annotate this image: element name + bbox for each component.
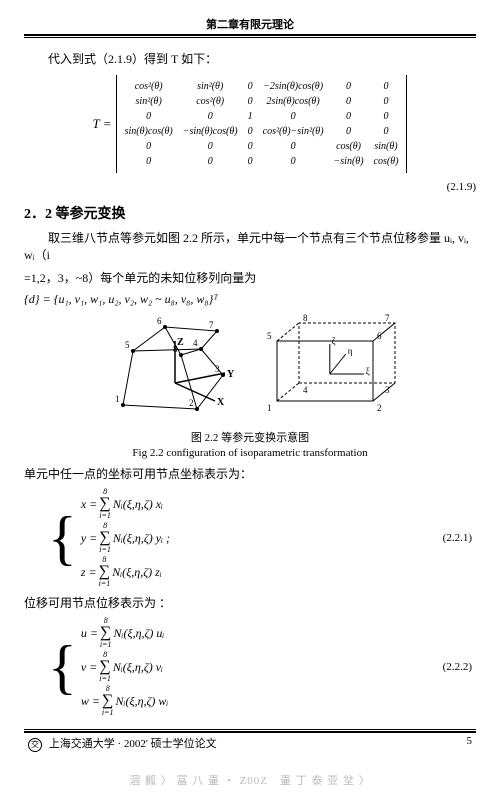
- figure-left: 12345678XYZ: [95, 313, 245, 423]
- matrix-cell: 0: [248, 81, 253, 92]
- svg-text:4: 4: [193, 338, 198, 348]
- matrix-cell: 0: [374, 96, 399, 107]
- svg-text:5: 5: [125, 340, 130, 350]
- eqnum-221: (2.2.1): [443, 532, 472, 544]
- svg-text:4: 4: [303, 385, 308, 395]
- matrix-cell: cos²(θ)−sin²(θ): [263, 126, 324, 137]
- matrix-cell: 0: [248, 141, 253, 152]
- svg-text:Z: Z: [177, 337, 184, 348]
- matrix-grid: cos²(θ)sin²(θ)0−2sin(θ)cos(θ)00sin²(θ)co…: [116, 75, 408, 173]
- svg-text:3: 3: [215, 364, 220, 374]
- svg-text:2: 2: [377, 403, 382, 413]
- section-title: 等参元变换: [56, 207, 126, 222]
- header-rule: [24, 37, 476, 38]
- matrix-cell: 0: [374, 111, 399, 122]
- matrix-cell: sin²(θ): [125, 96, 173, 107]
- eq-line: v =8∑i=1Nᵢ(ξ,η,ζ) vᵢ: [81, 651, 168, 683]
- svg-text:6: 6: [377, 331, 382, 341]
- figcap-en: Fig 2.2 configuration of isoparametric t…: [24, 447, 476, 459]
- svg-text:1: 1: [267, 403, 272, 413]
- matrix-cell: 0: [263, 111, 324, 122]
- svg-text:η: η: [348, 346, 353, 356]
- matrix-cell: cos²(θ): [125, 81, 173, 92]
- figure-right: ξηζ12345678: [265, 313, 405, 413]
- footer: 交 上海交通大学 · 2002' 硕士学位论文 5: [24, 729, 476, 754]
- figure-row: 12345678XYZ ξηζ12345678: [24, 313, 476, 423]
- matrix-cell: 0: [334, 81, 364, 92]
- matrix-cell: cos(θ): [374, 156, 399, 167]
- svg-text:1: 1: [115, 394, 120, 404]
- chapter-header: 第二章有限元理论: [24, 12, 476, 36]
- matrix-cell: 0: [183, 141, 238, 152]
- body-p2: =1,2，3，~8）每个单元的未知位移列向量为: [24, 269, 476, 286]
- matrix-cell: 0: [263, 141, 324, 152]
- matrix-cell: 0: [263, 156, 324, 167]
- footer-org-text: 上海交通大学 · 2002' 硕士学位论文: [49, 738, 217, 750]
- matrix-cell: 2sin(θ)cos(θ): [263, 96, 324, 107]
- body-p1: 取三维八节点等参元如图 2.2 所示，单元中每一个节点有三个节点位移参量 uᵢ,…: [24, 229, 476, 263]
- matrix-cell: 0: [248, 156, 253, 167]
- matrix-cell: 0: [248, 96, 253, 107]
- matrix-cell: 0: [334, 111, 364, 122]
- eq-line: w =8∑i=1Nᵢ(ξ,η,ζ) wᵢ: [81, 685, 168, 717]
- intro-line: 代入到式（2.1.9）得到 T 如下：: [24, 50, 476, 67]
- eq-221: { x =8∑i=1Nᵢ(ξ,η,ζ) xᵢy =8∑i=1Nᵢ(ξ,η,ζ) …: [48, 488, 476, 588]
- matrix-cell: 0: [334, 96, 364, 107]
- section-num: 2．2: [24, 207, 52, 222]
- brace-icon: {: [48, 508, 77, 568]
- matrix-cell: 1: [248, 111, 253, 122]
- svg-text:7: 7: [209, 320, 214, 330]
- matrix-cell: 0: [125, 141, 173, 152]
- figcap-cn: 图 2.2 等参元变换示意图: [24, 429, 476, 445]
- eqnum-222: (2.2.2): [443, 661, 472, 673]
- body-p5: 位移可用节点位移表示为 ：: [24, 594, 476, 611]
- svg-text:7: 7: [385, 313, 390, 323]
- svg-text:2: 2: [189, 398, 194, 408]
- matrix-cell: 0: [374, 126, 399, 137]
- page-number: 5: [467, 735, 473, 752]
- matrix-cell: −sin(θ): [334, 156, 364, 167]
- matrix-cell: sin²(θ): [183, 81, 238, 92]
- matrix-cell: sin(θ): [374, 141, 399, 152]
- footer-org: 交 上海交通大学 · 2002' 硕士学位论文: [28, 735, 217, 752]
- eq-222: { u =8∑i=1Nᵢ(ξ,η,ζ) uᵢv =8∑i=1Nᵢ(ξ,η,ζ) …: [48, 617, 476, 717]
- matrix-cell: 0: [183, 111, 238, 122]
- matrix-cell: 0: [248, 126, 253, 137]
- brace-icon: {: [48, 637, 77, 697]
- eq-line: z =8∑i=1Nᵢ(ξ,η,ζ) zᵢ: [81, 556, 170, 588]
- svg-text:5: 5: [267, 331, 272, 341]
- svg-text:3: 3: [385, 385, 390, 395]
- eq-line: x =8∑i=1Nᵢ(ξ,η,ζ) xᵢ: [81, 488, 170, 520]
- bleed-through-text: 涸 瓤 〉 冨 八 壷 ・ Z00Z 壷 丁 泰 亚 坌 〉: [24, 772, 476, 788]
- matrix-cell: cos(θ): [334, 141, 364, 152]
- svg-text:6: 6: [157, 316, 162, 326]
- matrix-cell: 0: [125, 156, 173, 167]
- svg-text:Y: Y: [227, 369, 235, 380]
- matrix-T: T = cos²(θ)sin²(θ)0−2sin(θ)cos(θ)00sin²(…: [24, 75, 476, 173]
- matrix-cell: −2sin(θ)cos(θ): [263, 81, 324, 92]
- eq-line: u =8∑i=1Nᵢ(ξ,η,ζ) uᵢ: [81, 617, 168, 649]
- matrix-cell: 0: [125, 111, 173, 122]
- svg-text:X: X: [217, 397, 225, 408]
- matrix-cell: 0: [374, 81, 399, 92]
- body-p3: {d} = {u₁, v₁, w₁, u₂, v₂, w₂ ~ u₈, v₈, …: [24, 292, 476, 307]
- matrix-cell: −sin(θ)cos(θ): [183, 126, 238, 137]
- matrix-label: T =: [93, 116, 112, 132]
- eq-line: y =8∑i=1Nᵢ(ξ,η,ζ) yᵢ ;: [81, 522, 170, 554]
- eqnum-219: (2.1.9): [24, 181, 476, 193]
- svg-text:ξ: ξ: [366, 366, 370, 376]
- svg-text:ζ: ζ: [332, 336, 336, 346]
- section-heading: 2．2 等参元变换: [24, 203, 476, 223]
- svg-text:8: 8: [303, 313, 308, 323]
- logo-icon: 交: [28, 738, 42, 752]
- matrix-cell: 0: [183, 156, 238, 167]
- matrix-cell: sin(θ)cos(θ): [125, 126, 173, 137]
- body-p4: 单元中任一点的坐标可用节点坐标表示为：: [24, 465, 476, 482]
- matrix-cell: 0: [334, 126, 364, 137]
- matrix-cell: cos²(θ): [183, 96, 238, 107]
